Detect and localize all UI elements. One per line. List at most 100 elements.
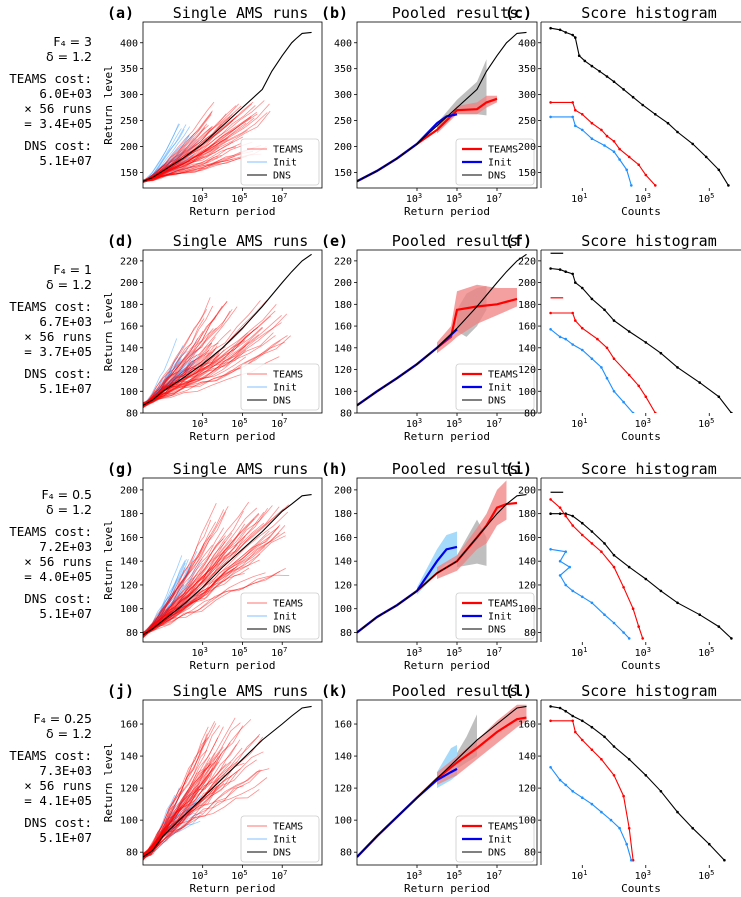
- dns-point: [590, 725, 594, 729]
- y-tick-label: 100: [518, 816, 536, 827]
- init-point: [603, 144, 606, 147]
- x-tick-label: 107: [271, 869, 287, 882]
- teams-point: [641, 637, 644, 640]
- teams-run-line: [143, 757, 211, 861]
- init-point: [568, 565, 571, 569]
- row-2-parameters: F₄ = 1δ = 1.2 TEAMS cost:6.7E+03× 56 runs…: [9, 262, 92, 396]
- legend: TEAMS Init DNS: [455, 363, 535, 411]
- panel-letter: (h): [321, 460, 348, 478]
- y-tick-label: 100: [334, 604, 352, 615]
- x-tick-label: 105: [698, 417, 714, 430]
- x-axis-label: Return period: [189, 882, 275, 895]
- teams-run-line: [143, 352, 220, 406]
- y-tick-label: 220: [120, 256, 138, 267]
- y-axis-label: Return level: [102, 65, 115, 144]
- dns-point: [581, 286, 584, 290]
- plot-area: [549, 252, 733, 413]
- y-tick-label: 140: [518, 752, 536, 763]
- dns-point: [577, 54, 581, 57]
- side-teams-cost: 7.3E+03: [39, 763, 92, 778]
- panel-title: Single AMS runs: [173, 682, 308, 700]
- init-run-line: [143, 785, 199, 860]
- init-run-line: [143, 345, 184, 406]
- teams-run-line: [143, 719, 252, 861]
- teams-run-line: [143, 510, 244, 638]
- teams-point: [571, 719, 574, 723]
- panel-g: (g) Single AMS runs 80 100 120 140 160 180 200 10…: [102, 460, 323, 672]
- teams-run-line: [143, 764, 212, 860]
- teams-point: [549, 498, 552, 501]
- dns-series-line: [143, 253, 312, 406]
- teams-run-line: [143, 512, 260, 633]
- dns-point: [676, 810, 679, 814]
- y-tick-label: 160: [334, 322, 352, 333]
- x-axis-label: Counts: [621, 430, 661, 443]
- init-point: [609, 818, 613, 822]
- legend: TEAMS Init DNS: [455, 592, 535, 640]
- init-point: [630, 184, 633, 187]
- dns-point: [698, 381, 701, 384]
- init-run-line: [143, 126, 191, 182]
- dns-point: [549, 705, 552, 708]
- panel-letter: (a): [107, 4, 134, 22]
- teams-run-line: [143, 335, 288, 407]
- y-tick-label: 150: [334, 168, 352, 179]
- init-point: [558, 574, 562, 577]
- teams-run-line: [143, 327, 263, 407]
- init-run-line: [143, 813, 178, 857]
- dns-point: [612, 553, 616, 557]
- dns-point: [564, 270, 567, 274]
- teams-run-line: [143, 155, 235, 182]
- y-tick-label: 180: [518, 509, 536, 520]
- init-point: [618, 826, 621, 830]
- teams-point: [574, 730, 577, 734]
- init-point: [581, 595, 584, 599]
- init-run-line: [143, 350, 188, 406]
- teams-point: [549, 101, 552, 104]
- teams-run-line: [143, 309, 233, 408]
- dns-point: [549, 267, 552, 270]
- teams-run-line: [143, 507, 258, 634]
- panel-title: Single AMS runs: [173, 460, 308, 478]
- teams-run-line: [143, 322, 282, 407]
- init-legend-label: Init: [273, 383, 297, 394]
- teams-run-line: [143, 571, 281, 636]
- init-point: [571, 343, 574, 346]
- teams-run-line: [143, 511, 226, 638]
- teams-run-line: [143, 349, 210, 406]
- dns-series-line: [550, 705, 725, 861]
- teams-run-line: [143, 739, 241, 856]
- teams-run-line: [143, 116, 231, 182]
- y-tick-label: 140: [518, 557, 536, 568]
- teams-run-line: [143, 313, 288, 407]
- y-tick-label: 80: [126, 628, 138, 639]
- axes-frame: [142, 249, 323, 414]
- teams-run-line: [143, 763, 212, 860]
- teams-run-line: [143, 326, 258, 407]
- teams-run-line: [143, 349, 247, 407]
- y-tick-label: 180: [120, 300, 138, 311]
- init-run-line: [143, 567, 186, 637]
- panel-title: Score histogram: [581, 232, 716, 250]
- teams-point: [627, 155, 631, 159]
- legend-box: [240, 815, 320, 863]
- teams-run-line: [143, 110, 271, 182]
- teams-run-line: [143, 129, 248, 182]
- teams-run-line: [143, 113, 227, 183]
- init-point: [571, 589, 574, 593]
- plot-area: [143, 253, 312, 409]
- teams-legend-label: TEAMS: [488, 145, 518, 156]
- y-tick-label: 150: [518, 168, 536, 179]
- init-run-line: [143, 362, 190, 407]
- teams-run-line: [143, 574, 290, 637]
- teams-point: [654, 411, 657, 413]
- teams-run-line: [143, 335, 276, 408]
- axes-frame: [356, 21, 538, 189]
- x-axis-label: Return period: [189, 659, 275, 672]
- teams-run-line: [143, 749, 208, 857]
- teams-point: [644, 173, 648, 177]
- init-run-line: [143, 165, 194, 182]
- plot-area: [357, 480, 527, 634]
- x-tick-label: 107: [486, 869, 502, 882]
- init-run-line: [143, 586, 193, 636]
